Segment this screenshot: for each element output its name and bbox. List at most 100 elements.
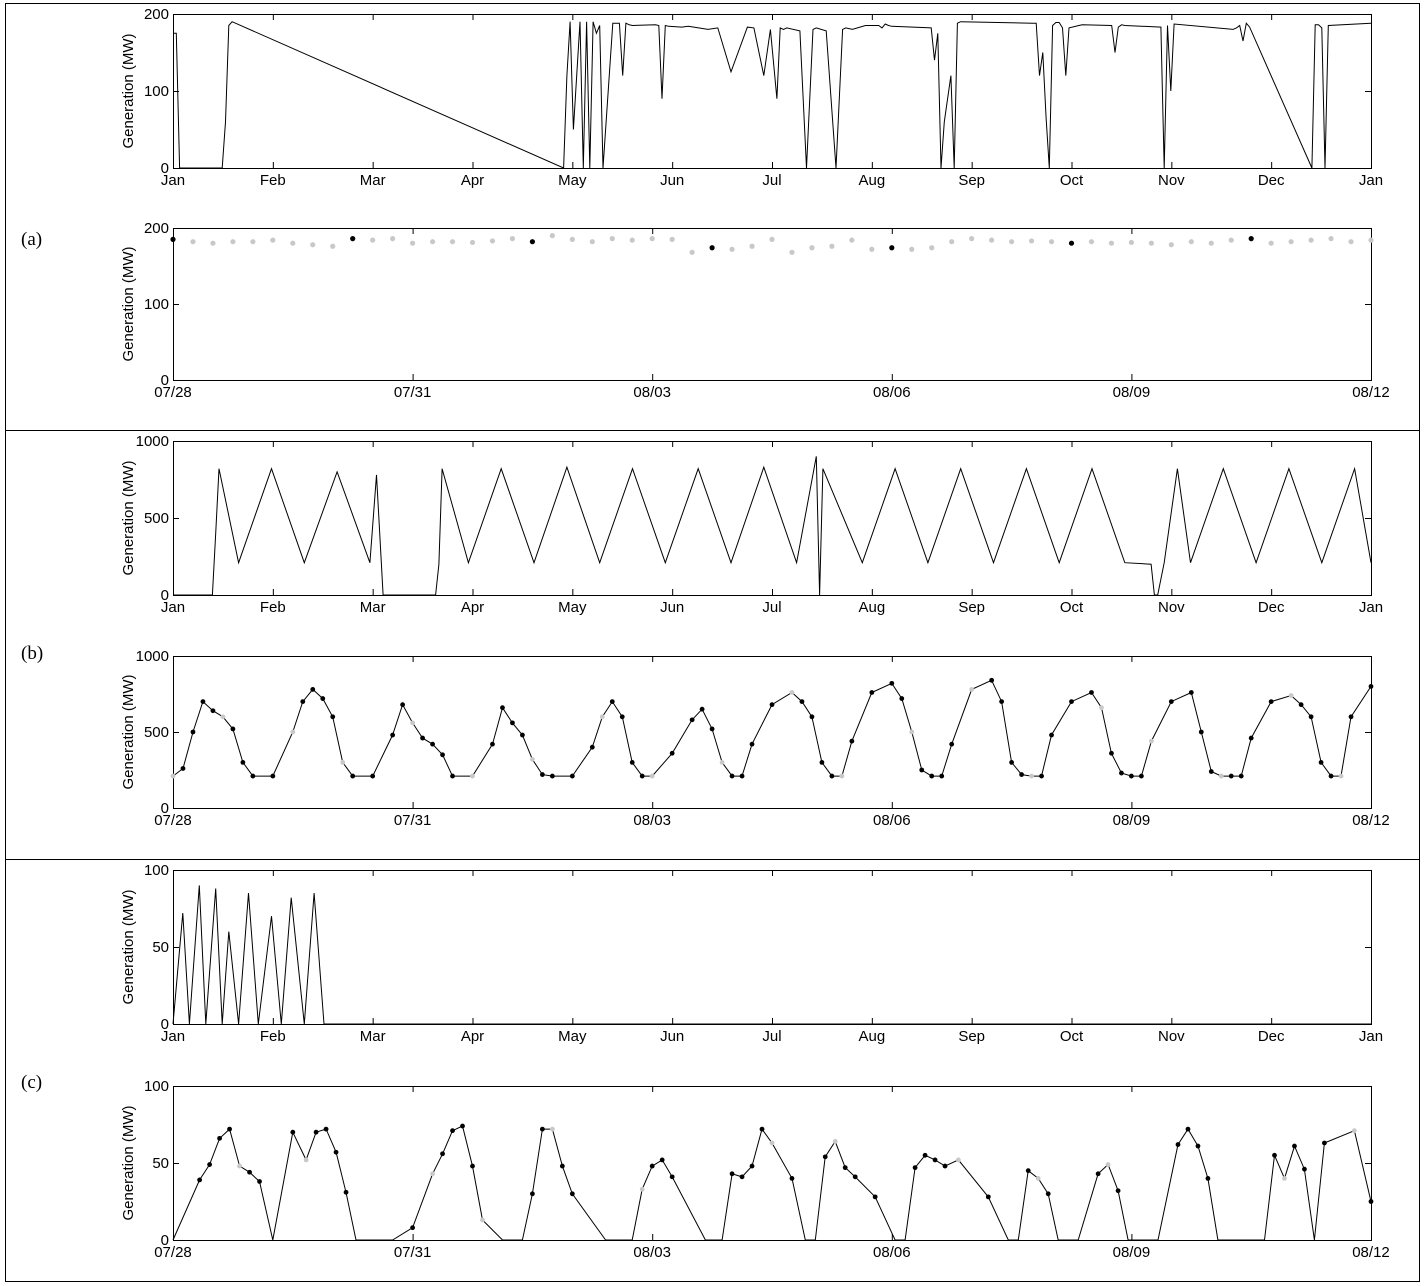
data-point	[1205, 1176, 1211, 1181]
data-point	[440, 752, 445, 758]
data-point	[470, 1163, 475, 1169]
series-line	[173, 456, 1372, 596]
data-point	[649, 1163, 655, 1169]
data-point	[769, 236, 775, 242]
data-point	[809, 245, 815, 251]
data-point	[460, 1123, 465, 1129]
data-point	[889, 680, 895, 686]
data-point	[410, 240, 416, 246]
data-point	[919, 767, 925, 773]
x-tick-label: Jun	[660, 599, 684, 616]
data-point	[749, 1163, 755, 1169]
data-point	[569, 1191, 575, 1197]
data-point	[1045, 1191, 1051, 1197]
chart-5: 0 50 100 Jan Feb Mar Apr May Jun Jul Aug Sep Oct Nov D…	[120, 862, 1383, 1045]
y-tick-label: 1000	[136, 433, 169, 450]
data-point	[1348, 239, 1354, 245]
data-point	[420, 735, 425, 741]
x-tick-label: Mar	[360, 599, 386, 616]
x-tick-label: Aug	[858, 1028, 885, 1045]
data-point	[955, 1157, 961, 1163]
data-point	[619, 714, 625, 720]
data-point	[410, 1225, 415, 1231]
x-tick-label: 08/06	[873, 812, 911, 829]
data-point	[1228, 237, 1234, 243]
data-point	[190, 239, 196, 245]
x-tick-label: May	[558, 599, 587, 616]
data-point	[430, 1171, 435, 1177]
data-point	[649, 236, 655, 242]
x-tick-label: Sep	[958, 172, 985, 189]
data-point	[729, 246, 735, 252]
data-point	[629, 237, 635, 243]
data-point	[1188, 690, 1194, 695]
data-point	[769, 1140, 775, 1146]
data-point	[390, 732, 396, 738]
data-point	[969, 687, 975, 692]
series-line	[172, 1125, 1372, 1241]
data-point	[197, 1177, 203, 1183]
data-point	[529, 239, 536, 245]
data-point	[869, 690, 875, 695]
data-point	[1268, 240, 1274, 246]
x-tick-label: Aug	[858, 172, 885, 189]
data-point	[1322, 1140, 1327, 1146]
data-point	[932, 1157, 938, 1163]
data-point	[1308, 237, 1314, 243]
data-point	[609, 236, 615, 242]
data-point	[1068, 240, 1075, 246]
data-point	[549, 773, 555, 779]
data-point	[250, 773, 256, 779]
data-point	[1328, 773, 1334, 779]
data-point	[350, 236, 356, 242]
data-point	[390, 236, 396, 242]
y-tick-label: 0	[161, 372, 169, 389]
data-point	[559, 1163, 565, 1169]
x-tick-label: Feb	[260, 599, 286, 616]
data-point	[569, 236, 575, 242]
data-point	[530, 756, 535, 762]
data-point	[1328, 236, 1334, 242]
data-point	[1288, 239, 1294, 245]
charts-container: 0 100 200 Jan Feb Mar Apr May Jun Jul Aug Sep Oct Nov…	[120, 6, 1390, 1261]
data-point	[699, 706, 705, 712]
y-tick-label: 0	[161, 160, 169, 177]
data-point	[1228, 773, 1234, 779]
data-point	[909, 246, 915, 252]
plot-area	[173, 14, 1372, 169]
data-point	[1218, 773, 1224, 779]
data-point	[1368, 1199, 1374, 1204]
data-point	[749, 741, 755, 747]
data-point	[629, 760, 635, 765]
data-point	[799, 699, 805, 704]
data-point	[1185, 1126, 1191, 1132]
x-tick-label: Jan	[1359, 599, 1383, 616]
data-point	[450, 773, 455, 779]
data-point	[872, 1194, 878, 1200]
x-tick-label: Sep	[958, 599, 985, 616]
data-point	[1272, 1152, 1277, 1158]
data-point	[669, 750, 675, 756]
data-point	[350, 773, 356, 779]
data-point	[250, 239, 256, 245]
data-point	[450, 1128, 455, 1134]
data-point	[410, 720, 415, 726]
data-point	[539, 772, 545, 777]
data-point	[1318, 760, 1324, 765]
x-tick-label: Jan	[161, 172, 185, 189]
data-point	[1089, 690, 1094, 695]
data-point	[1168, 242, 1174, 248]
data-point	[569, 773, 575, 779]
data-point	[939, 773, 945, 779]
data-point	[849, 237, 855, 243]
data-point	[1298, 702, 1304, 708]
x-tick-label: Jul	[762, 1028, 781, 1045]
data-point	[789, 249, 795, 255]
x-tick-label: 08/09	[1113, 1244, 1151, 1261]
y-tick-label: 100	[144, 1078, 169, 1095]
data-point	[489, 238, 496, 244]
data-point	[929, 245, 935, 251]
data-point	[1119, 770, 1124, 776]
data-point	[1095, 1171, 1101, 1177]
